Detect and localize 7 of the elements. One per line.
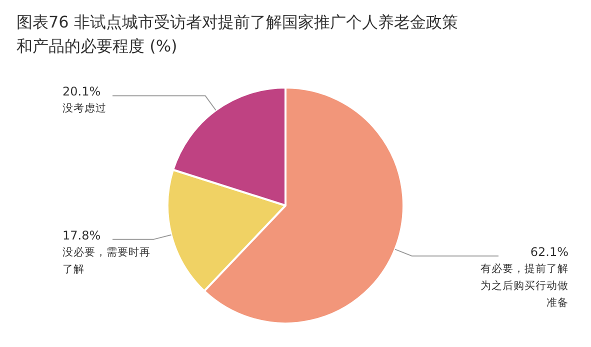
data-label: 62.1% <box>530 244 569 259</box>
data-label: 20.1% <box>62 84 101 99</box>
data-label: 17.8% <box>62 228 101 242</box>
chart-title: 图表76 非试点城市受访者对提前了解国家推广个人养老金政策和产品的必要程度 (%) <box>16 12 458 56</box>
slice-label: 没必要，需要时再了解 <box>62 245 150 276</box>
slice-label: 有必要，提前了解为之后购买行动做准备 <box>480 262 568 309</box>
slice-label: 没考虑过 <box>62 102 106 115</box>
